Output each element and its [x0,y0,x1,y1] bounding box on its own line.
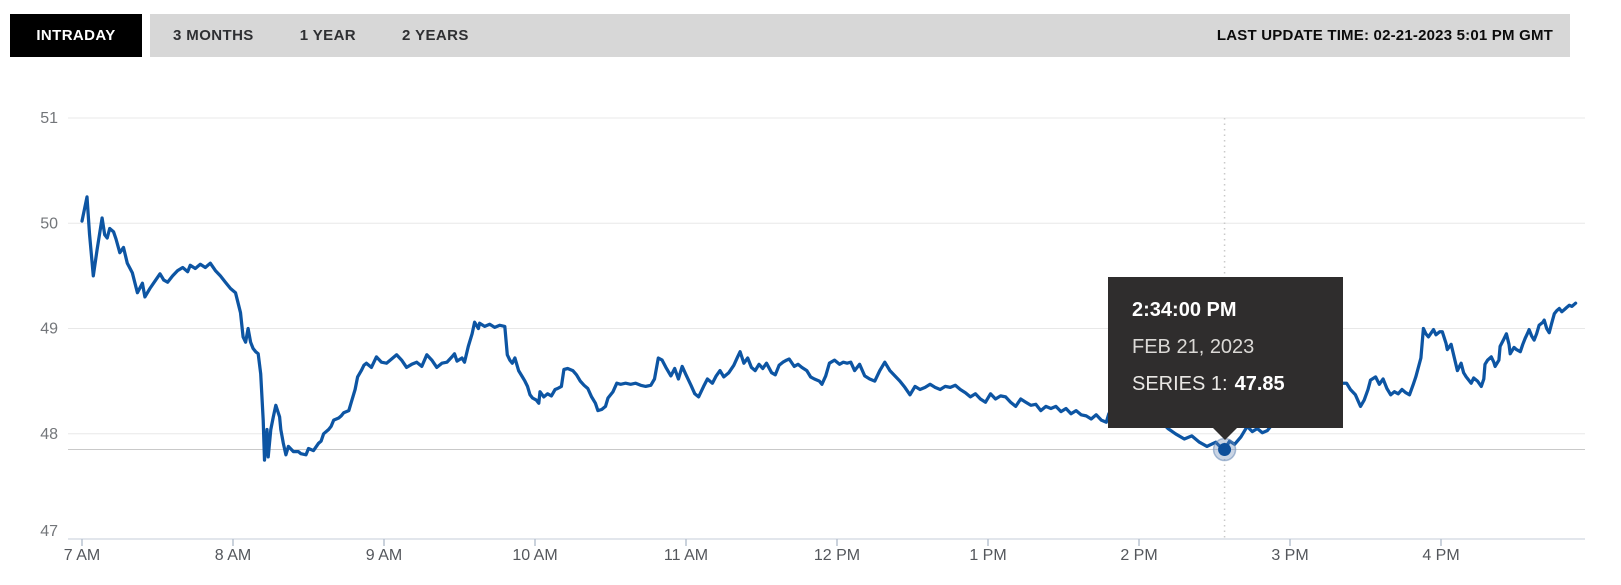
tab-3-months[interactable]: 3 MONTHS [173,27,254,44]
tab-2-years[interactable]: 2 YEARS [402,27,469,44]
x-axis-label: 10 AM [512,547,557,564]
y-axis-label: 51 [40,110,58,127]
x-axis-label: 3 PM [1271,547,1308,564]
selected-point-marker [1218,443,1232,457]
tooltip-date: FEB 21, 2023 [1132,336,1255,358]
x-axis-label: 4 PM [1422,547,1459,564]
tab-1-year[interactable]: 1 YEAR [299,27,357,44]
x-axis-label: 1 PM [969,547,1006,564]
tooltip-series-value: SERIES 1: 47.85 [1132,366,1335,403]
y-axis-label: 50 [40,215,58,232]
period-tab-bar: 3 MONTHS 1 YEAR 2 YEARS LAST UPDATE TIME… [150,14,1570,57]
tooltip-series-label: SERIES 1: [1132,373,1228,395]
tooltip-value: 47.85 [1234,373,1285,395]
x-axis-label: 11 AM [664,547,708,564]
x-axis-label: 7 AM [64,547,100,564]
x-axis-label: 2 PM [1120,547,1157,564]
tab-intraday[interactable]: INTRADAY [10,14,142,57]
y-axis-label: 47 [40,523,58,540]
x-axis-label: 12 PM [814,547,860,564]
x-axis-label: 8 AM [215,547,251,564]
last-update-time: LAST UPDATE TIME: 02-21-2023 5:01 PM GMT [1216,27,1553,44]
y-axis-label: 48 [40,426,58,443]
x-axis-label: 9 AM [366,547,402,564]
y-axis-label: 49 [40,321,58,338]
chart-tooltip: 2:34:00 PM FEB 21, 2023 SERIES 1: 47.85 [1108,277,1343,440]
tooltip-caret-icon [1212,427,1238,440]
tooltip-time: 2:34:00 PM [1132,299,1237,321]
series-line [80,195,1578,462]
